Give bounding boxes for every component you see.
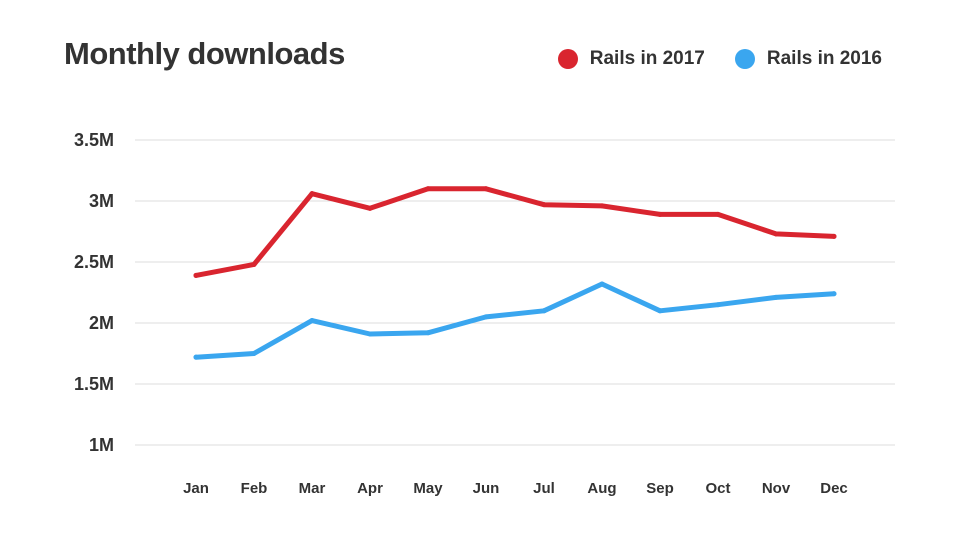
x-tick-label: Mar	[299, 480, 326, 497]
x-tick-label: Oct	[705, 480, 730, 497]
x-tick-label: May	[413, 480, 443, 497]
x-tick-label: Dec	[820, 480, 848, 497]
y-tick-label: 3.5M	[74, 130, 114, 150]
data-point-series-1	[367, 205, 373, 211]
data-point-series-1	[309, 191, 315, 197]
data-point-series-2	[425, 330, 431, 336]
legend-swatch-series-2	[734, 49, 755, 69]
data-point-series-2	[193, 354, 199, 360]
data-point-series-1	[251, 261, 257, 267]
x-axis-tick-labels: Jan Feb Mar Apr May Jun Jul Aug Sep Oct Nov Dec	[183, 480, 848, 497]
legend-swatch-series-1	[557, 49, 578, 69]
series-line-1	[193, 186, 837, 278]
data-point-series-2	[657, 308, 663, 314]
x-tick-label: Sep	[646, 480, 674, 497]
data-point-series-2	[251, 351, 257, 356]
data-point-series-1	[425, 186, 431, 192]
data-point-series-1	[657, 211, 663, 217]
y-tick-label: 2.5M	[74, 252, 114, 272]
x-tick-label: Jan	[183, 480, 209, 497]
legend-label-series-2: Rails in 2016	[766, 48, 882, 69]
chart-title: Monthly downloads	[64, 36, 345, 71]
data-point-series-1	[773, 231, 779, 237]
x-tick-label: Jun	[473, 480, 500, 497]
x-tick-label: Aug	[587, 480, 616, 497]
legend: Rails in 2017 Rails in 2016	[557, 48, 882, 70]
data-point-series-2	[309, 318, 315, 324]
y-tick-label: 2M	[89, 313, 114, 333]
y-tick-label: 1M	[89, 435, 114, 455]
data-point-series-1	[599, 203, 605, 209]
data-point-series-2	[541, 308, 547, 314]
series-lines	[193, 186, 837, 360]
data-point-series-2	[715, 302, 721, 308]
legend-item-series-2: Rails in 2016	[734, 48, 882, 70]
data-point-series-1	[483, 186, 489, 192]
data-point-series-1	[831, 233, 837, 239]
series-line-2	[193, 281, 837, 360]
data-point-series-2	[367, 331, 373, 337]
x-tick-label: Feb	[241, 480, 268, 497]
data-point-series-2	[773, 294, 779, 300]
y-tick-label: 3M	[89, 191, 114, 211]
data-point-series-1	[715, 211, 721, 217]
x-tick-label: Apr	[357, 480, 383, 497]
x-tick-label: Jul	[533, 480, 555, 497]
grid-lines	[135, 139, 895, 446]
data-point-series-2	[831, 291, 837, 297]
data-point-series-1	[193, 272, 199, 278]
y-axis-tick-labels: 1M 1.5M 2M 2.5M 3M 3.5M	[74, 130, 114, 455]
legend-label-series-1: Rails in 2017	[589, 48, 705, 69]
y-tick-label: 1.5M	[74, 374, 114, 394]
x-tick-label: Nov	[762, 480, 791, 497]
data-point-series-2	[483, 314, 489, 320]
legend-item-series-1: Rails in 2017	[557, 48, 705, 70]
data-point-series-1	[541, 202, 547, 208]
data-point-series-2	[599, 281, 605, 287]
